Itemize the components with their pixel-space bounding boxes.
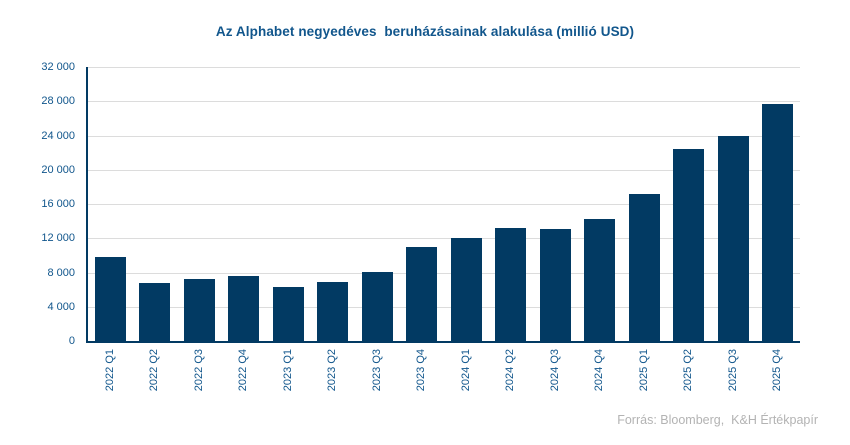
x-tick-label: 2024 Q3 [548, 349, 561, 392]
gridline [88, 101, 800, 103]
source-note: Forrás: Bloomberg, K&H Értékpapír [617, 413, 818, 427]
chart-title: Az Alphabet negyedéves beruházásainak al… [215, 24, 635, 39]
bar [450, 238, 482, 341]
x-tick-label: 2024 Q4 [593, 349, 606, 392]
y-tick-label: 8 000 [47, 266, 75, 279]
bar [361, 271, 393, 341]
bar [762, 103, 794, 341]
x-tick-label: 2023 Q2 [326, 349, 339, 392]
bar [139, 282, 171, 341]
gridline [88, 306, 800, 308]
x-tick-label: 2022 Q4 [237, 349, 250, 392]
gridline [88, 169, 800, 171]
y-tick-label: 24 000 [41, 129, 75, 142]
bar [406, 246, 438, 341]
bar [183, 278, 215, 341]
x-tick-label: 2025 Q3 [726, 349, 739, 392]
bar [495, 227, 527, 341]
bar [628, 193, 660, 341]
y-tick-label: 4 000 [47, 300, 75, 313]
x-tick-label: 2025 Q2 [682, 349, 695, 392]
gridline [88, 135, 800, 137]
x-tick-label: 2022 Q2 [148, 349, 161, 392]
x-axis-line [86, 341, 800, 343]
bar [228, 275, 260, 341]
x-tick-label: 2023 Q1 [281, 349, 294, 392]
bar [673, 149, 705, 341]
x-tick-label: 2023 Q3 [370, 349, 383, 392]
plot-area [88, 67, 800, 341]
x-tick-label: 2022 Q1 [103, 349, 116, 392]
gridline [88, 67, 800, 68]
y-axis-line [86, 67, 88, 343]
x-tick-label: 2022 Q3 [192, 349, 205, 392]
x-tick-label: 2024 Q2 [504, 349, 517, 392]
bar [317, 281, 349, 341]
x-tick-label: 2025 Q1 [637, 349, 650, 392]
y-tick-label: 28 000 [41, 95, 75, 108]
gridline [88, 204, 800, 205]
bar [272, 287, 304, 341]
y-tick-label: 16 000 [41, 198, 75, 210]
y-tick-label: 12 000 [41, 232, 75, 245]
bar [539, 228, 571, 341]
bar [94, 257, 126, 341]
gridline [88, 238, 800, 240]
bar [717, 136, 749, 341]
bar [584, 218, 616, 341]
y-tick-label: 0 [68, 335, 75, 347]
y-tick-label: 32 000 [41, 61, 75, 73]
gridline [88, 272, 800, 274]
x-tick-label: 2024 Q1 [459, 349, 472, 392]
y-tick-label: 20 000 [41, 163, 75, 176]
x-tick-label: 2023 Q4 [415, 349, 428, 392]
x-tick-label: 2025 Q4 [771, 349, 784, 392]
